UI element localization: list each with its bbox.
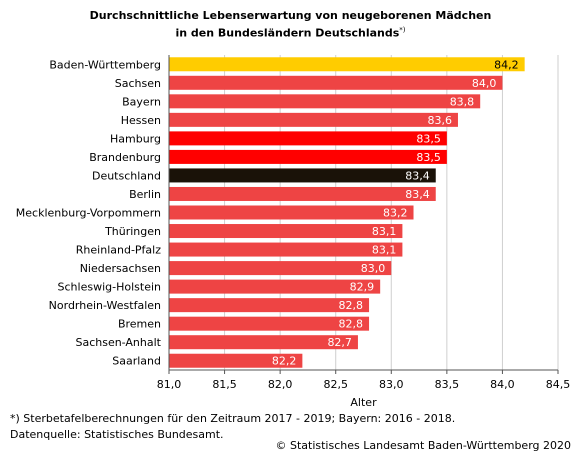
category-label: Sachsen bbox=[115, 77, 161, 90]
bars-group bbox=[169, 57, 525, 368]
bar bbox=[169, 353, 303, 368]
bar bbox=[169, 131, 447, 146]
data-source: Datenquelle: Statistisches Bundesamt. bbox=[10, 428, 224, 441]
footnote-text: Sterbetafelberechnungen für den Zeitraum… bbox=[19, 412, 456, 425]
bar bbox=[169, 298, 370, 313]
chart-title-line-1: Durchschnittliche Lebenserwartung von ne… bbox=[89, 9, 492, 22]
category-label: Nordrhein-Westfalen bbox=[49, 299, 161, 312]
value-label: 83,1 bbox=[372, 244, 397, 257]
bar bbox=[169, 149, 447, 164]
bar bbox=[169, 112, 458, 127]
footnote: *) Sterbetafelberechnungen für den Zeitr… bbox=[10, 412, 455, 426]
category-label: Thüringen bbox=[104, 225, 161, 238]
bar bbox=[169, 168, 436, 183]
x-tick-label: 81,0 bbox=[157, 378, 182, 391]
x-tick-label: 84,0 bbox=[490, 378, 515, 391]
bar bbox=[169, 205, 414, 220]
category-label: Mecklenburg-Vorpommern bbox=[16, 207, 161, 220]
value-label: 82,7 bbox=[327, 336, 352, 349]
footnote-marker: *) bbox=[10, 412, 20, 425]
value-label: 83,0 bbox=[361, 262, 386, 275]
x-tick-label: 82,5 bbox=[323, 378, 348, 391]
value-label: 82,8 bbox=[339, 318, 364, 331]
value-labels: 84,2 84,0 83,8 83,6 83,5 83,5 83,4 83,4 83,2 83,1… bbox=[272, 58, 519, 367]
category-label: Hamburg bbox=[110, 132, 161, 145]
category-label: Hessen bbox=[121, 114, 161, 127]
bar bbox=[169, 186, 436, 201]
chart-title: Durchschnittliche Lebenserwartung von ne… bbox=[0, 9, 581, 41]
category-label: Bremen bbox=[118, 318, 161, 331]
value-label: 83,5 bbox=[416, 151, 441, 164]
x-tick-label: 83,0 bbox=[379, 378, 404, 391]
x-tick-label: 83,5 bbox=[435, 378, 460, 391]
bar bbox=[169, 94, 481, 109]
x-tick-label: 82,0 bbox=[268, 378, 293, 391]
value-label: 83,4 bbox=[405, 188, 430, 201]
x-axis: 81,0 81,5 82,0 82,5 83,0 83,5 84,0 84,5 bbox=[157, 55, 571, 391]
value-label: 82,9 bbox=[350, 281, 375, 294]
category-label: Brandenburg bbox=[89, 151, 161, 164]
category-label: Saarland bbox=[112, 355, 161, 368]
value-label: 82,2 bbox=[272, 355, 297, 368]
value-label: 83,5 bbox=[416, 132, 441, 145]
bar bbox=[169, 261, 392, 276]
x-tick-label: 84,5 bbox=[546, 378, 571, 391]
value-label: 83,1 bbox=[372, 225, 397, 238]
category-label: Baden-Württemberg bbox=[49, 58, 161, 71]
value-label: 84,0 bbox=[472, 77, 497, 90]
x-tick-label: 81,5 bbox=[212, 378, 237, 391]
category-label: Rheinland-Pfalz bbox=[76, 244, 161, 257]
value-label: 83,8 bbox=[450, 95, 475, 108]
chart-title-line-2-text: in den Bundesländern Deutschlands bbox=[175, 26, 400, 40]
bar bbox=[169, 242, 403, 257]
value-label: 83,2 bbox=[383, 207, 408, 220]
value-label: 83,4 bbox=[405, 169, 430, 182]
value-label: 84,2 bbox=[494, 58, 519, 71]
category-label: Bayern bbox=[122, 95, 161, 108]
copyright: © Statistisches Landesamt Baden-Württemb… bbox=[275, 439, 571, 452]
category-label: Deutschland bbox=[92, 169, 161, 182]
value-label: 82,8 bbox=[339, 299, 364, 312]
category-label: Niedersachsen bbox=[80, 262, 161, 275]
category-label: Schleswig-Holstein bbox=[58, 281, 161, 294]
chart-title-line-2: in den Bundesländern Deutschlands*) bbox=[0, 23, 581, 41]
bar bbox=[169, 224, 403, 239]
category-label: Berlin bbox=[129, 188, 161, 201]
bar bbox=[169, 316, 370, 331]
bar bbox=[169, 279, 381, 294]
category-labels: Baden-Württemberg Sachsen Bayern Hessen Hamb… bbox=[16, 58, 162, 367]
bar bbox=[169, 57, 525, 72]
value-label: 83,6 bbox=[427, 114, 452, 127]
category-label: Sachsen-Anhalt bbox=[75, 336, 161, 349]
bar bbox=[169, 335, 358, 350]
chart-title-footnote-marker: *) bbox=[399, 26, 406, 34]
bar bbox=[169, 75, 503, 90]
x-axis-label: Alter bbox=[350, 396, 377, 409]
